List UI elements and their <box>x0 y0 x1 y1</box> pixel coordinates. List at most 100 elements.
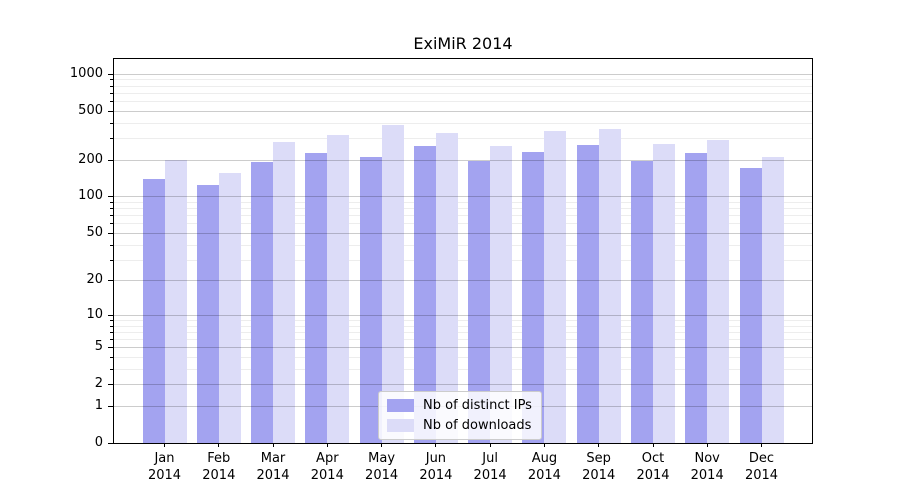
major-gridlines <box>114 59 812 443</box>
y-axis-tick-label: 1 <box>94 398 103 413</box>
y-axis-tick <box>108 347 113 349</box>
y-axis-tick <box>108 443 113 444</box>
y-axis-tick <box>108 232 113 234</box>
x-axis-tick-label-line: 2014 <box>473 468 507 483</box>
bar-nb-of-downloads <box>490 145 513 443</box>
y-axis-tick <box>108 110 113 112</box>
minor-gridline <box>114 215 812 217</box>
x-axis-tick <box>706 443 708 447</box>
y-axis-minor-tick <box>110 138 113 139</box>
y-axis-tick <box>108 73 113 75</box>
major-gridline <box>114 314 812 316</box>
y-axis-minor-tick <box>110 79 113 81</box>
minor-gridline <box>114 339 812 340</box>
bar-nb-of-distinct-ips <box>359 157 382 443</box>
x-axis-tick-label-line: May <box>368 451 396 466</box>
x-axis-tick-label: Nov 2014 <box>675 450 739 484</box>
x-axis-tick <box>761 443 762 447</box>
minor-gridline <box>114 320 812 321</box>
bar-nb-of-distinct-ips <box>739 168 762 443</box>
minor-gridline <box>114 92 812 94</box>
minor-gridlines <box>114 59 812 443</box>
y-axis-tick-label: 0 <box>94 435 103 450</box>
bar-nb-of-downloads <box>761 157 784 443</box>
x-axis-tick-label: Dec 2014 <box>730 450 794 484</box>
y-axis-tick <box>108 159 113 161</box>
x-axis-tick <box>435 443 437 447</box>
minor-gridline <box>114 138 812 139</box>
x-axis-tick <box>164 443 165 447</box>
minor-gridline <box>114 79 812 81</box>
x-axis-tick-label-line: 2014 <box>310 468 344 483</box>
y-axis-tick-label: 50 <box>86 224 103 240</box>
minor-gridline <box>114 101 812 103</box>
y-axis-minor-tick <box>110 325 113 327</box>
x-axis-tick <box>598 443 600 447</box>
bar-nb-of-distinct-ips <box>305 153 328 443</box>
major-gridline <box>114 347 812 349</box>
x-axis-tick-label-line: Aug <box>531 451 558 466</box>
x-axis-tick <box>489 443 491 447</box>
y-axis-minor-tick <box>110 122 113 124</box>
minor-gridline <box>114 122 812 124</box>
x-axis-tick-label-line: 2014 <box>419 468 453 483</box>
major-gridline <box>114 232 812 234</box>
x-axis-tick <box>218 443 220 447</box>
bar-nb-of-downloads <box>653 143 675 443</box>
y-axis-tick-label: 100 <box>78 188 103 204</box>
minor-gridline <box>114 202 812 203</box>
y-axis-minor-tick <box>110 339 113 340</box>
legend-swatch-distinct-ips <box>387 399 414 412</box>
x-axis-tick-label: Mar 2014 <box>241 450 305 484</box>
y-axis-minor-tick <box>110 101 113 103</box>
bar-nb-of-downloads <box>598 129 621 443</box>
y-axis-tick <box>108 314 113 316</box>
minor-gridline <box>114 259 812 261</box>
x-axis-tick-label-line: Oct <box>641 451 665 466</box>
x-axis-tick <box>381 443 383 447</box>
x-axis-tick-label: Aug 2014 <box>512 450 576 484</box>
x-axis-tick-label-line: 2014 <box>202 468 236 483</box>
legend-item-downloads: Nb of downloads <box>387 418 532 433</box>
x-axis-tick-label-line: Jun <box>425 451 447 466</box>
y-axis-minor-tick <box>110 368 113 370</box>
legend-swatch-downloads <box>387 419 414 432</box>
y-axis-tick-label: 5 <box>94 339 103 355</box>
major-gridline <box>114 73 812 75</box>
y-axis-minor-tick <box>110 259 113 261</box>
y-axis-minor-tick <box>110 215 113 217</box>
minor-gridline <box>114 223 812 225</box>
y-axis-tick <box>108 384 113 386</box>
x-axis-tick-label-line: Dec <box>748 451 775 466</box>
x-axis-tick-label-line: 2014 <box>365 468 399 483</box>
legend: Nb of distinct IPs Nb of downloads <box>378 391 542 440</box>
y-axis-minor-tick <box>110 331 113 333</box>
minor-gridline <box>114 325 812 327</box>
x-axis-tick-label-line: Jul <box>482 451 498 466</box>
chart-title: ExiMiR 2014 <box>413 34 513 53</box>
x-axis-tick-label: Jul 2014 <box>458 450 522 484</box>
y-axis-minor-tick <box>110 85 113 87</box>
x-axis-tick-label-line: 2014 <box>256 468 290 483</box>
minor-gridline <box>114 244 812 246</box>
x-axis-tick-label: Apr 2014 <box>295 450 359 484</box>
y-axis-minor-tick <box>110 92 113 94</box>
legend-label-downloads: Nb of downloads <box>423 418 532 433</box>
x-axis-tick <box>326 443 328 447</box>
x-axis-tick-label-line: 2014 <box>744 468 779 483</box>
bar-nb-of-distinct-ips <box>251 162 273 443</box>
y-axis-tick-label: 20 <box>86 272 103 288</box>
bar-nb-of-distinct-ips <box>468 161 491 443</box>
major-gridline <box>114 110 812 112</box>
bar-nb-of-downloads <box>707 139 730 443</box>
x-axis-tick <box>543 443 545 447</box>
x-axis-tick <box>652 443 654 447</box>
bar-nb-of-distinct-ips <box>196 184 219 443</box>
x-axis-tick-label-line: Feb <box>207 451 231 466</box>
legend-label-distinct-ips: Nb of distinct IPs <box>423 398 532 413</box>
x-axis-tick-label-line: Sep <box>586 451 611 466</box>
y-axis-tick-label: 10 <box>86 306 103 322</box>
bar-nb-of-downloads <box>273 141 295 443</box>
legend-item-distinct-ips: Nb of distinct IPs <box>387 398 532 413</box>
bar-nb-of-distinct-ips <box>576 144 599 443</box>
